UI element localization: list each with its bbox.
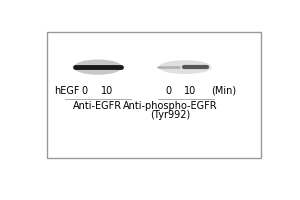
Text: 10: 10 <box>184 86 196 96</box>
Text: 0: 0 <box>166 86 172 96</box>
Text: (Min): (Min) <box>211 86 236 96</box>
Text: hEGF: hEGF <box>54 86 79 96</box>
Ellipse shape <box>75 60 121 74</box>
Text: Anti-EGFR: Anti-EGFR <box>74 101 122 111</box>
Text: 0: 0 <box>81 86 87 96</box>
Text: (Tyr992): (Tyr992) <box>150 110 190 120</box>
FancyBboxPatch shape <box>47 32 261 158</box>
Text: Anti-phospho-EGFR: Anti-phospho-EGFR <box>123 101 217 111</box>
Text: 10: 10 <box>101 86 113 96</box>
Ellipse shape <box>160 61 211 73</box>
